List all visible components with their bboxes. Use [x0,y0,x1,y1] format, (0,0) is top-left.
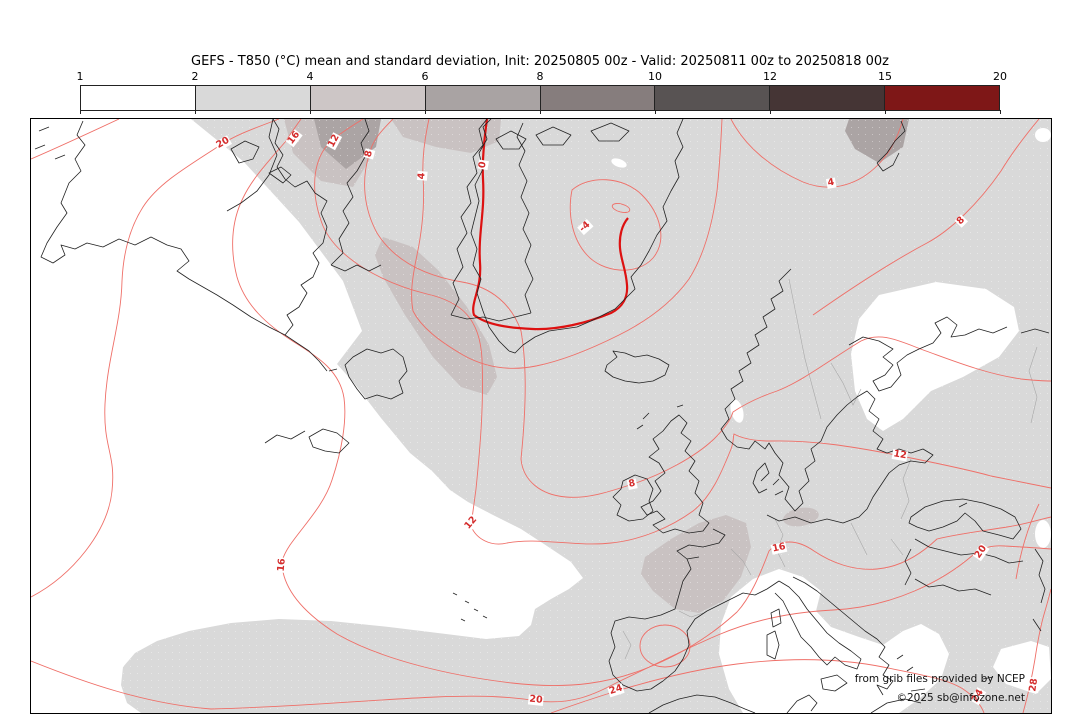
colorbar-tickmark [80,110,81,114]
attribution-line1: from grib files provided by NCEP [854,673,1025,686]
colorbar-tick-2: 2 [191,70,199,83]
coast-baffin-west-lobe [330,119,382,272]
contour-bundle-caucasus [1015,503,1040,580]
coast-france-iberia [608,528,780,692]
colorbar-segment-12-15 [770,86,886,110]
contour-label-28: 28 [1027,676,1041,694]
contour-label-8: 8 [626,477,638,490]
contour-0-bold [472,119,629,331]
colorbar-bar [80,85,1000,111]
coast-newfoundland [328,348,408,400]
contour-8-arctic [812,119,1040,316]
chart-title: GEFS - T850 (°C) mean and standard devia… [191,54,889,69]
coast-arctic-islands [495,122,630,150]
sd-stipple-texture [31,119,1051,713]
coast-black-sea [908,498,1022,540]
colorbar-tick-15: 15 [878,70,892,83]
coastlines [34,119,1050,713]
contour-label-12: 12 [891,448,909,462]
coast-ireland [612,474,654,522]
colorbar-segment-15-20 [885,86,999,110]
coast-turkey [904,538,1024,680]
contour-label-0: 0 [476,159,489,171]
sd-shading-regions [31,119,1051,713]
colorbar-tick-20: 20 [993,70,1007,83]
coast-nova-scotia [264,428,350,454]
colorbar-tick-12: 12 [763,70,777,83]
colorbar-tickmark [195,110,196,114]
colorbar-segment-8-10 [540,86,656,110]
colorbar-segment-10-12 [655,86,771,110]
colorbar-segment-4-6 [310,86,426,110]
contour-label-16: 16 [275,556,288,574]
coast-denmark [752,462,784,496]
coast-caspian [1032,548,1046,632]
coast-novaya-zemlya [876,120,906,172]
coast-north-africa [648,694,922,713]
contour-label-4: 4 [825,176,837,189]
coast-iceland [604,350,670,384]
coast-baffin-island [450,119,534,322]
colorbar-tickmark [425,110,426,114]
coast-italy [766,580,862,692]
contour-4-west [411,119,723,369]
coast-hudson-bay [226,119,292,212]
colorbar-tickmark [770,110,771,114]
contour-8 [364,119,1051,498]
colorbar-tickmark [310,110,311,114]
map-canvas [31,119,1051,713]
contour-24-iberia-closed [639,624,691,668]
colorbar-segment-6-8 [425,86,541,110]
contour-minus8-core [611,203,631,213]
coast-topleft-islets [34,126,66,160]
colorbar-segment-2-4 [195,86,311,110]
coast-balkans-greece [792,576,926,696]
coast-white-sea-kola [848,316,1050,392]
colorbar-tick-labels: 1 2 4 6 8 10 12 15 20 [76,70,1008,84]
attribution: from grib files provided by NCEP ©2025 s… [855,670,1025,707]
attribution-line2: ©2025 sb@infozone.net [896,691,1025,704]
colorbar-tick-10: 10 [648,70,662,83]
contour-20-west [31,119,280,598]
coast-scandinavia [720,268,934,524]
coast-uk [636,404,710,534]
colorbar-tickmark [655,110,656,114]
colorbar-tick-8: 8 [536,70,544,83]
colorbar-tick-6: 6 [421,70,429,83]
contour-label-20: 20 [527,693,545,706]
country-borders [622,278,1038,660]
contour-24-nw [31,119,120,160]
colorbar-tickmark [1000,110,1001,114]
coast-azores-specks [452,592,488,622]
coast-greenland [470,119,684,354]
contour-minus4-loop [569,179,662,271]
colorbar-tickmark [885,110,886,114]
contour-label-4: 4 [415,171,428,181]
contour-16 [232,119,1051,687]
map-panel: 20 16 12 8 4 0 -4 4 8 8 12 12 16 16 20 24 20 24 28 from gr… [30,118,1052,714]
colorbar-tick-4: 4 [306,70,314,83]
coast-quebec-labrador [40,119,328,372]
colorbar-tick-1: 1 [76,70,84,83]
colorbar-tickmark [540,110,541,114]
colorbar-segment-1-2 [81,86,196,110]
colorbar: 1 2 4 6 8 10 12 15 20 [76,70,1008,114]
